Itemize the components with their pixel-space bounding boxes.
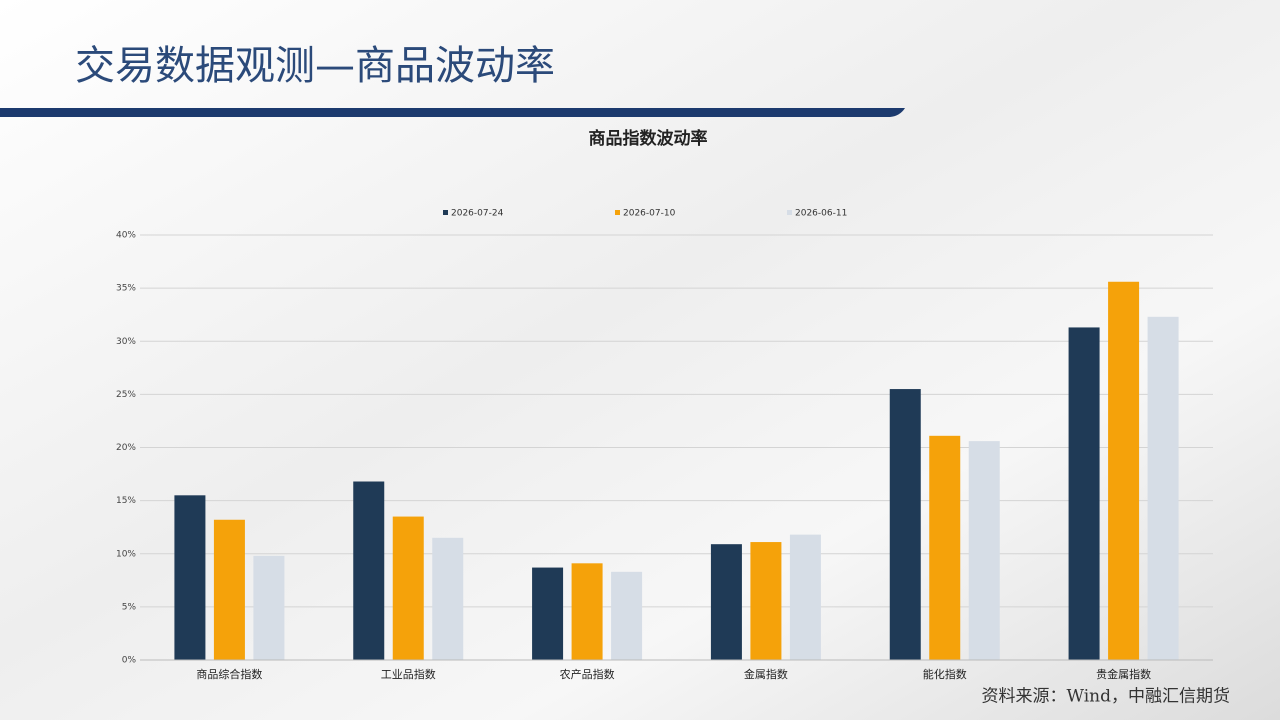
x-tick-label: 贵金属指数 bbox=[1096, 667, 1151, 681]
y-tick-label: 20% bbox=[116, 443, 136, 453]
bar bbox=[253, 555, 285, 660]
bar bbox=[710, 544, 742, 660]
legend-label: 2026-07-10 bbox=[623, 209, 676, 219]
y-tick-label: 35% bbox=[116, 284, 136, 294]
bar bbox=[789, 534, 821, 660]
x-tick-label: 商品综合指数 bbox=[196, 667, 262, 681]
y-tick-label: 0% bbox=[122, 656, 137, 666]
bar bbox=[1068, 327, 1100, 660]
bar bbox=[611, 571, 643, 660]
y-tick-label: 25% bbox=[116, 390, 136, 400]
legend-swatch bbox=[787, 210, 792, 215]
bar bbox=[889, 389, 921, 660]
x-tick-label: 能化指数 bbox=[923, 667, 967, 681]
legend-label: 2026-07-24 bbox=[451, 209, 504, 219]
legend-label: 2026-06-11 bbox=[795, 209, 847, 219]
chart-title: 商品指数波动率 bbox=[589, 128, 708, 149]
bar bbox=[213, 519, 245, 660]
bar bbox=[929, 435, 961, 660]
y-tick-label: 40% bbox=[116, 231, 136, 241]
source-note: 资料来源：Wind，中融汇信期货 bbox=[982, 687, 1230, 707]
x-tick-label: 工业品指数 bbox=[381, 667, 436, 681]
y-tick-label: 30% bbox=[116, 337, 136, 347]
bar bbox=[571, 563, 603, 660]
bar bbox=[432, 537, 464, 660]
bar bbox=[174, 495, 206, 660]
x-tick-label: 金属指数 bbox=[744, 667, 788, 681]
bar bbox=[968, 441, 1000, 660]
legend-swatch bbox=[443, 210, 448, 215]
y-tick-label: 15% bbox=[116, 496, 136, 506]
y-tick-label: 5% bbox=[122, 602, 137, 612]
bar bbox=[1147, 316, 1179, 660]
bar bbox=[750, 542, 782, 660]
y-tick-label: 10% bbox=[116, 549, 136, 559]
bar bbox=[532, 567, 564, 660]
slide-title: 交易数据观测—商品波动率 bbox=[75, 43, 555, 89]
bar bbox=[1108, 281, 1140, 660]
plot: 0% 5% 10% 15% 20% 25% 30% 35% 40% 2026-07-24 2026-… bbox=[116, 209, 1213, 681]
bar bbox=[353, 481, 385, 660]
bar bbox=[392, 516, 424, 660]
header-bar bbox=[0, 108, 905, 117]
x-tick-label: 农产品指数 bbox=[560, 667, 615, 681]
legend-swatch bbox=[615, 210, 620, 215]
